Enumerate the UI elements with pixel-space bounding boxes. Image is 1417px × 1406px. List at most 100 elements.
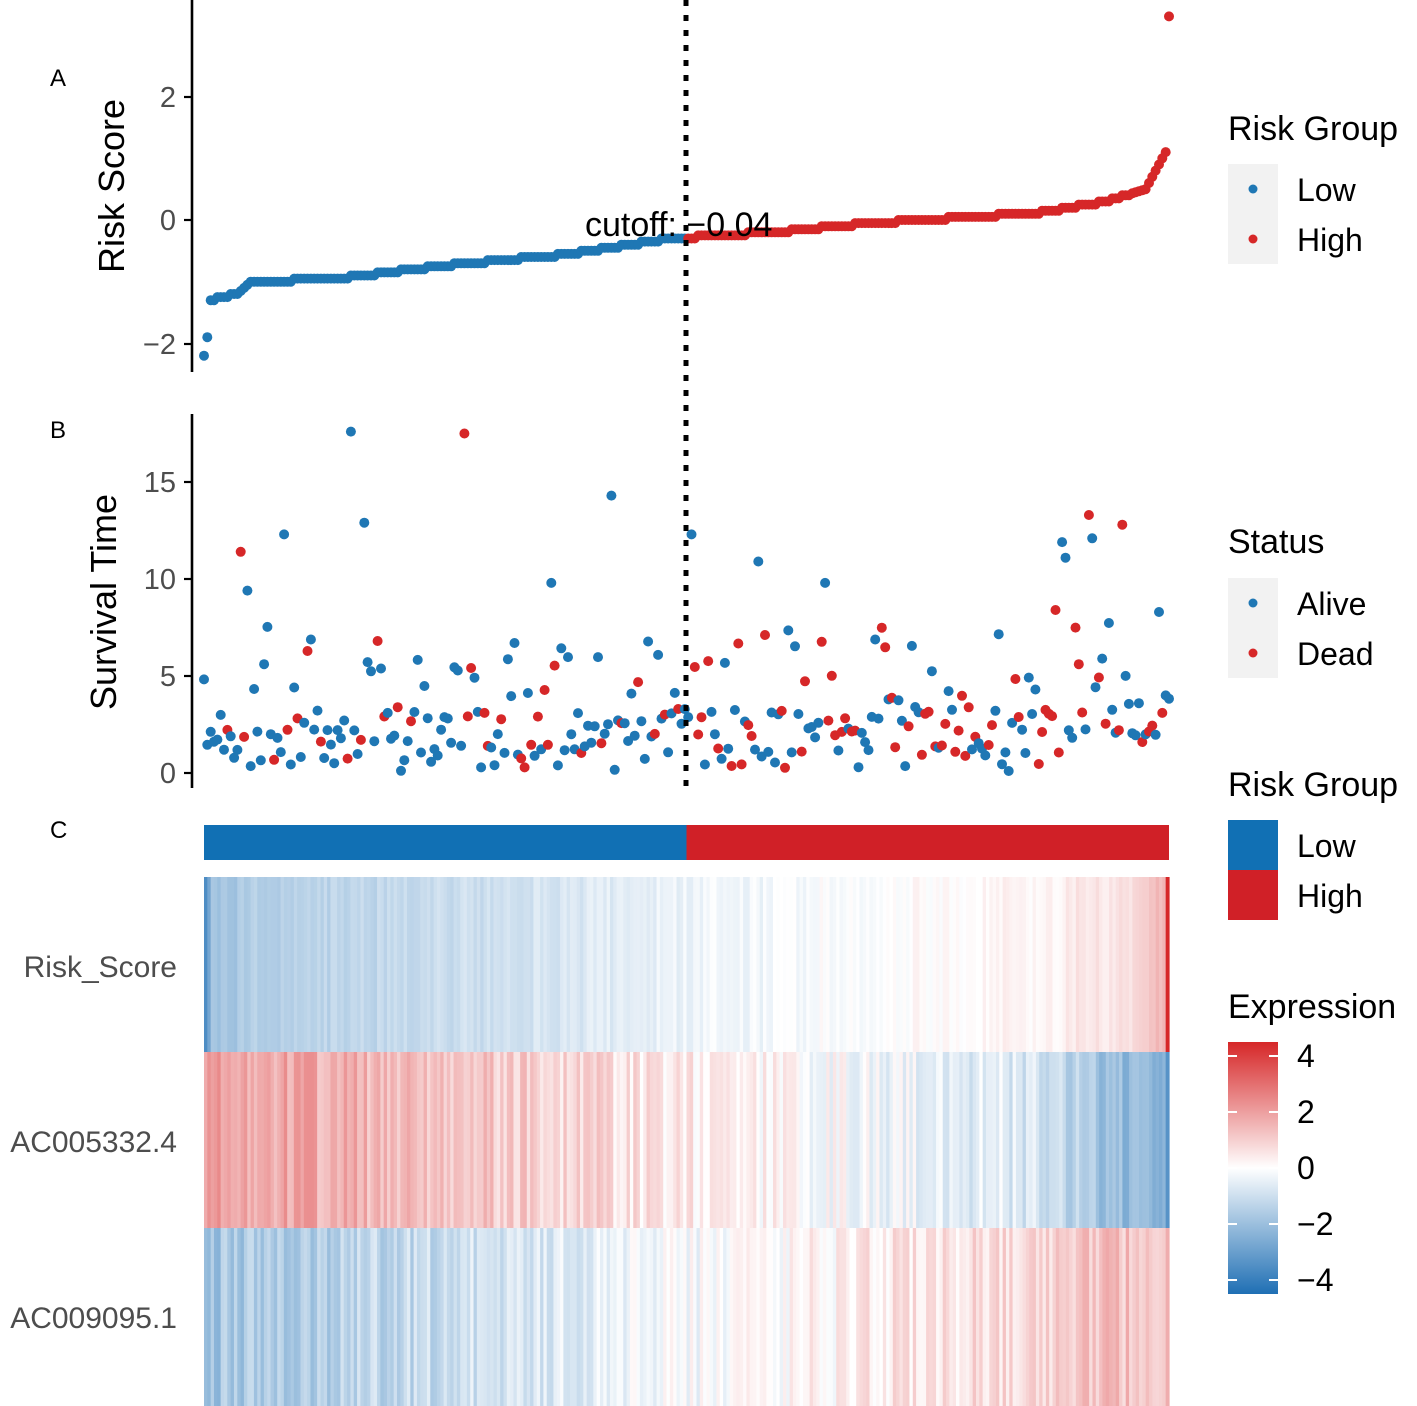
heatmap-cell: [1069, 1052, 1074, 1228]
heatmap-cell: [330, 1228, 335, 1406]
survival-point-alive: [609, 764, 620, 775]
survival-point-alive: [1103, 618, 1114, 628]
survival-point-alive: [285, 759, 296, 770]
survival-point-alive: [489, 760, 500, 771]
heatmap-cell: [220, 877, 225, 1052]
heatmap-cell: [1102, 877, 1107, 1052]
heatmap-cell: [666, 877, 671, 1052]
heatmap-cell: [1059, 1228, 1064, 1406]
heatmap-cell: [550, 1052, 554, 1228]
heatmap-cell: [926, 877, 931, 1052]
heatmap-cell: [1039, 1228, 1044, 1406]
heatmap-cell: [636, 1052, 641, 1228]
survival-point-alive: [1107, 704, 1118, 715]
heatmap-cell: [989, 877, 994, 1052]
legend-low-swatch: [1228, 820, 1278, 870]
survival-point-alive: [546, 577, 557, 588]
heatmap-cell: [387, 1052, 391, 1228]
survival-point-alive: [416, 747, 426, 758]
heatmap-cell: [526, 1228, 531, 1406]
annotation-high-segment: [686, 825, 1169, 860]
heatmap-cell: [626, 1052, 631, 1228]
heatmap-cell: [566, 1228, 571, 1406]
heatmap-cell: [380, 877, 385, 1052]
heatmap-cell: [663, 1228, 668, 1406]
heatmap-cell: [247, 877, 252, 1052]
heatmap-cell: [1052, 877, 1057, 1052]
heatmap-cell: [370, 1052, 375, 1228]
heatmap-cell: [703, 877, 708, 1052]
heatmap-cell: [726, 1052, 731, 1228]
heatmap-cell: [673, 1228, 678, 1406]
survival-point-alive: [820, 577, 831, 588]
survival-point-alive: [586, 737, 597, 748]
heatmap-cell: [570, 877, 574, 1052]
heatmap-cell: [649, 1052, 654, 1228]
survival-point-alive: [643, 636, 654, 647]
heatmap-cell: [773, 877, 777, 1052]
survival-point-alive: [770, 757, 780, 768]
heatmap-cell: [839, 877, 844, 1052]
heatmap-cell: [643, 1052, 648, 1228]
survival-point-dead: [796, 746, 807, 757]
heatmap-cell: [310, 1228, 315, 1406]
heatmap-cell: [513, 877, 518, 1052]
heatmap-cell: [633, 1228, 638, 1406]
heatmap-cell: [1015, 1052, 1020, 1228]
survival-point-alive: [599, 728, 610, 739]
survival-point-dead: [549, 660, 560, 671]
heatmap-cell: [333, 1052, 338, 1228]
heatmap-cell: [303, 1228, 308, 1406]
heatmap-cell: [759, 1228, 764, 1406]
heatmap-cell: [1129, 1052, 1133, 1228]
survival-point-alive: [723, 743, 734, 754]
heatmap-cell: [926, 1052, 931, 1228]
risk-score-points: [199, 11, 1174, 361]
survival-point-alive: [252, 726, 263, 737]
heatmap-cell: [1055, 1228, 1060, 1406]
heatmap-cell: [530, 1228, 535, 1406]
survival-point-dead: [282, 724, 293, 735]
heatmap-cell: [247, 1228, 252, 1406]
survival-point-alive: [359, 517, 370, 528]
heatmap-cell: [912, 877, 917, 1052]
survival-point-alive: [349, 725, 360, 736]
heatmap-cell: [709, 1052, 714, 1228]
heatmap-cell: [972, 1228, 977, 1406]
survival-point-dead: [406, 716, 416, 727]
survival-point-dead: [823, 715, 834, 726]
heatmap-cell: [673, 1052, 678, 1228]
heatmap-cell: [919, 1052, 924, 1228]
heatmap-cell: [416, 1052, 421, 1228]
survival-point-alive: [873, 713, 884, 724]
survival-point-alive: [319, 753, 330, 763]
survival-point-dead: [519, 762, 530, 773]
survival-point-alive: [436, 724, 447, 735]
panel-a-risk-score: 2 0 −2 Risk Score cutoff: −0.04: [91, 0, 1174, 372]
heatmap-cell: [639, 877, 644, 1052]
survival-point-dead: [916, 749, 927, 760]
survival-point-alive: [295, 752, 306, 762]
heatmap-cell: [619, 1228, 624, 1406]
heatmap-cell: [599, 1228, 604, 1406]
heatmap-cell: [1079, 1228, 1084, 1406]
heatmap-cell: [719, 1052, 724, 1228]
survival-point-alive: [619, 718, 630, 729]
heatmap-cell: [616, 1228, 621, 1406]
heatmap-cell: [869, 877, 874, 1052]
heatmap-cell: [476, 877, 481, 1052]
legend-risk-group-a: Risk Group Low High: [1228, 110, 1398, 264]
heatmap-cell: [783, 877, 787, 1052]
survival-point-alive: [566, 729, 577, 740]
heatmap-cell: [706, 1228, 711, 1406]
heatmap-cell: [1042, 1052, 1047, 1228]
heatmap-cell: [783, 1228, 787, 1406]
heatmap-cell: [733, 1228, 738, 1406]
legend-alive-label: Alive: [1297, 586, 1366, 622]
heatmap-cell: [367, 1052, 371, 1228]
heatmap-cell: [446, 1052, 451, 1228]
survival-point-alive: [522, 688, 533, 698]
heatmap-cell: [483, 877, 488, 1052]
heatmap-cell: [287, 1228, 292, 1406]
heatmap-cell: [906, 1228, 911, 1406]
